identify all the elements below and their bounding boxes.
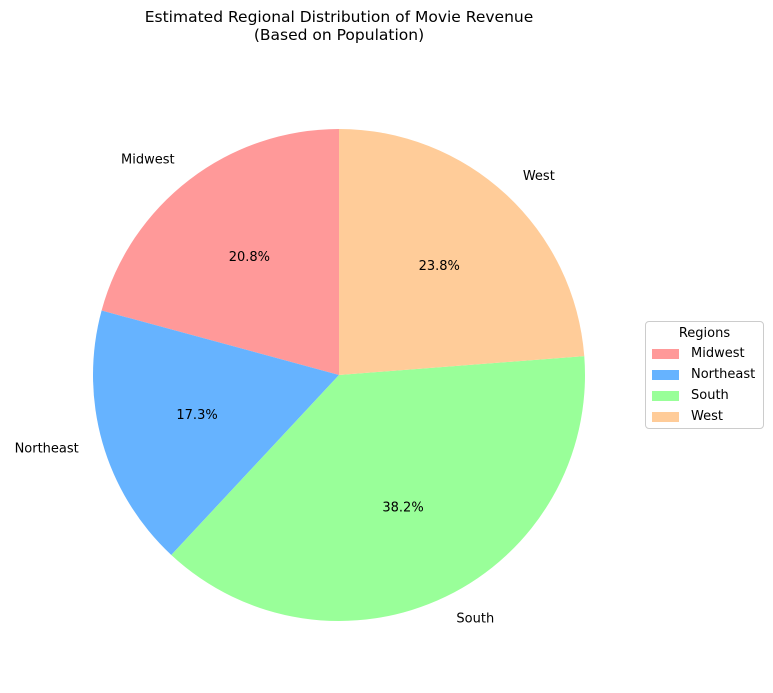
legend-label-northeast: Northeast	[691, 367, 756, 382]
chart-title: Estimated Regional Distribution of Movie…	[145, 8, 534, 44]
legend-title: Regions	[678, 326, 731, 341]
legend-item-west: West	[646, 406, 763, 427]
pie-percent-label-south: 38.2%	[382, 500, 423, 515]
pie-percent-label-midwest: 20.8%	[229, 250, 270, 265]
pie-percent-label-west: 23.8%	[419, 259, 460, 274]
legend-item-northeast: Northeast	[646, 364, 763, 385]
legend-swatch-northeast	[652, 369, 679, 380]
legend-label-midwest: Midwest	[691, 346, 745, 361]
pie-category-label-south: South	[456, 611, 494, 626]
legend: Regions Midwest Northeast South West	[645, 321, 764, 429]
pie-slices	[92, 129, 585, 621]
chart-title-line-1: Estimated Regional Distribution of Movie…	[144, 8, 534, 26]
legend-label-south: South	[691, 388, 729, 403]
legend-item-south: South	[646, 385, 763, 406]
legend-swatch-midwest	[652, 348, 679, 359]
pie-slice-west	[339, 129, 585, 375]
pie-slice-south	[171, 356, 585, 621]
legend-label-west: West	[691, 409, 723, 424]
legend-item-midwest: Midwest	[646, 343, 763, 364]
pie-category-label-midwest: Midwest	[121, 153, 175, 168]
chart-title-line-2: (Based on Population)	[253, 26, 425, 44]
pie-category-label-northeast: Northeast	[15, 442, 79, 457]
pie-percent-labels: 20.8% 17.3% 38.2% 23.8%	[176, 250, 460, 515]
pie-category-labels: Midwest Northeast South West	[15, 153, 555, 627]
pie-category-label-west: West	[523, 169, 555, 184]
legend-swatch-west	[652, 411, 679, 422]
pie-slice-northeast	[92, 310, 340, 555]
pie-slice-midwest	[101, 129, 339, 375]
pie-percent-label-northeast: 17.3%	[176, 408, 217, 423]
legend-swatch-south	[652, 390, 679, 401]
